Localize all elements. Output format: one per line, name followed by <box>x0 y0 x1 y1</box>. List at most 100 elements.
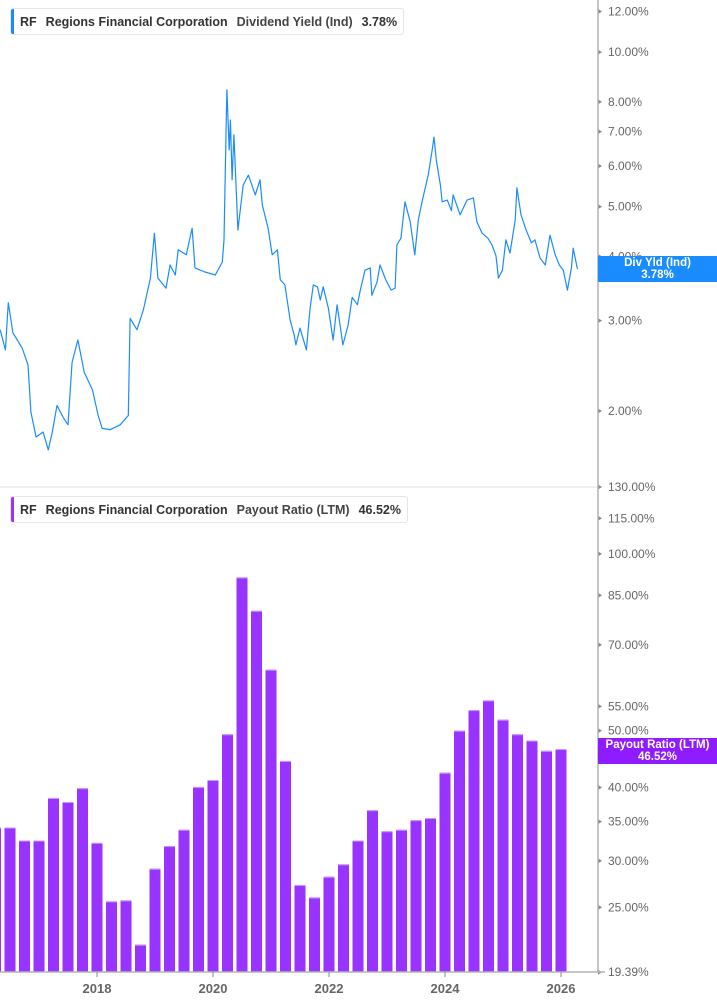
payout-bar <box>207 780 219 972</box>
payout-bar-cap <box>91 842 103 844</box>
payout-bar <box>483 700 494 972</box>
y-tick-label: 130.00% <box>608 480 656 494</box>
payout-bar-cap <box>512 734 523 736</box>
payout-bar <box>77 788 88 972</box>
payout-bar-cap <box>439 772 451 774</box>
y-tick-label: 115.00% <box>608 511 655 525</box>
payout-bar-cap <box>323 876 335 878</box>
payout-bar-cap <box>236 577 248 579</box>
payout-bar-cap <box>77 788 88 790</box>
payout-bar-cap <box>193 786 204 788</box>
tick-mark <box>598 904 602 910</box>
payout-bar <box>555 749 567 972</box>
payout-bar <box>439 772 451 972</box>
legend-metric: Dividend Yield (Ind) <box>236 14 353 29</box>
legend-ticker: RF <box>20 14 37 29</box>
payout-bar-cap <box>352 840 364 842</box>
payout-bar-cap <box>396 829 407 831</box>
payout-bar-cap <box>178 829 190 831</box>
y-tick-label: 2.00% <box>608 404 642 418</box>
payout-bar <box>135 944 146 972</box>
tick-mark <box>598 163 602 169</box>
payout-axis-ticks: 130.00% 115.00% 100.00% 85.00% 70.00% 55.00% 5… <box>598 480 656 979</box>
payout-bar-cap <box>222 734 233 736</box>
payout-bar-cap <box>541 750 552 752</box>
payout-bar-cap <box>33 840 45 842</box>
x-tick-label: 2020 <box>199 981 228 996</box>
tick-mark <box>598 49 602 55</box>
yield-axis-ticks: 12.00%10.00%8.00%7.00%6.00%5.00%4.00%3.0… <box>598 4 649 418</box>
x-tick-label: 2026 <box>547 981 576 996</box>
legend-company: Regions Financial Corporation <box>45 14 228 29</box>
y-tick-label: 5.00% <box>608 200 642 214</box>
x-tick-label: 2022 <box>315 981 344 996</box>
tick-mark <box>598 8 602 14</box>
payout-bar <box>323 876 335 972</box>
tick-mark <box>598 858 602 864</box>
payout-bar-cap <box>497 719 509 721</box>
payout-bar <box>526 740 538 972</box>
payout-bar-cap <box>4 827 16 829</box>
yield-value-tag: Div Yld (Ind) 3.78% <box>598 256 717 282</box>
y-tick-label: 7.00% <box>608 125 642 139</box>
payout-bar-cap <box>555 749 567 751</box>
payout-legend[interactable]: RF Regions Financial Corporation Payout … <box>10 496 408 523</box>
payout-value-tag: Payout Ratio (LTM) 46.52% <box>598 738 717 764</box>
tag-value: 46.52% <box>637 751 677 763</box>
payout-bar-cap <box>454 730 465 732</box>
yield-legend[interactable]: RF Regions Financial Corporation Dividen… <box>10 8 405 35</box>
payout-bar <box>454 730 465 972</box>
tick-mark <box>598 551 602 557</box>
tick-mark <box>598 204 602 210</box>
payout-bar <box>120 900 132 972</box>
payout-bar <box>149 868 161 972</box>
payout-bar <box>222 734 233 972</box>
legend-color-bar <box>11 9 14 34</box>
y-tick-label: 35.00% <box>608 815 649 829</box>
y-tick-label: 70.00% <box>608 638 649 652</box>
payout-bar <box>178 829 190 972</box>
tick-mark <box>598 484 602 490</box>
tick-mark <box>598 819 602 825</box>
payout-bar <box>338 864 349 972</box>
payout-bar <box>396 829 407 972</box>
payout-bar-cap <box>280 760 291 762</box>
tick-mark <box>598 99 602 105</box>
payout-bar <box>4 827 16 972</box>
tick-mark <box>598 642 602 648</box>
payout-bar <box>280 760 291 972</box>
payout-bar <box>236 577 248 972</box>
payout-bar <box>367 810 378 972</box>
payout-bar-cap <box>19 840 30 842</box>
tag-value: 3.78% <box>641 269 674 281</box>
payout-bar-cap <box>338 864 349 866</box>
y-tick-label: 3.00% <box>608 314 642 328</box>
y-tick-label: 25.00% <box>608 900 649 914</box>
y-tick-label: 50.00% <box>608 724 649 738</box>
y-tick-label: 40.00% <box>608 781 649 795</box>
payout-bar <box>0 827 1 972</box>
payout-bar-cap <box>62 801 74 803</box>
payout-bars <box>0 577 567 972</box>
x-tick-label: 2018 <box>83 981 112 996</box>
payout-bar <box>251 610 262 972</box>
payout-bar <box>425 817 436 972</box>
payout-bar-cap <box>526 740 538 742</box>
payout-bar <box>381 831 393 972</box>
legend-value: 46.52% <box>358 502 401 517</box>
payout-bar-cap <box>265 669 277 671</box>
y-tick-label: 12.00% <box>608 4 649 18</box>
payout-bar-cap <box>294 884 306 886</box>
tag-label: Payout Ratio (LTM) <box>605 739 710 751</box>
payout-bar <box>91 842 103 972</box>
payout-bar <box>309 897 320 972</box>
payout-bar <box>512 734 523 972</box>
legend-company: Regions Financial Corporation <box>45 502 228 517</box>
payout-bar-cap <box>120 900 132 902</box>
y-tick-label: 10.00% <box>608 45 649 59</box>
payout-bar-cap <box>309 897 320 899</box>
legend-ticker: RF <box>20 502 37 517</box>
payout-bar-cap <box>207 780 219 782</box>
x-axis-ticks: 2018 2020 2022 2024 2026 <box>83 972 576 996</box>
